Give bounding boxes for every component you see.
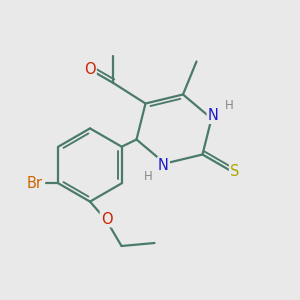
Text: S: S [230,164,239,178]
Text: N: N [158,158,169,172]
Text: O: O [101,212,112,226]
Text: H: H [144,170,153,184]
Text: N: N [208,108,218,123]
Text: Br: Br [27,176,43,191]
Text: H: H [225,99,234,112]
Text: O: O [84,61,96,76]
